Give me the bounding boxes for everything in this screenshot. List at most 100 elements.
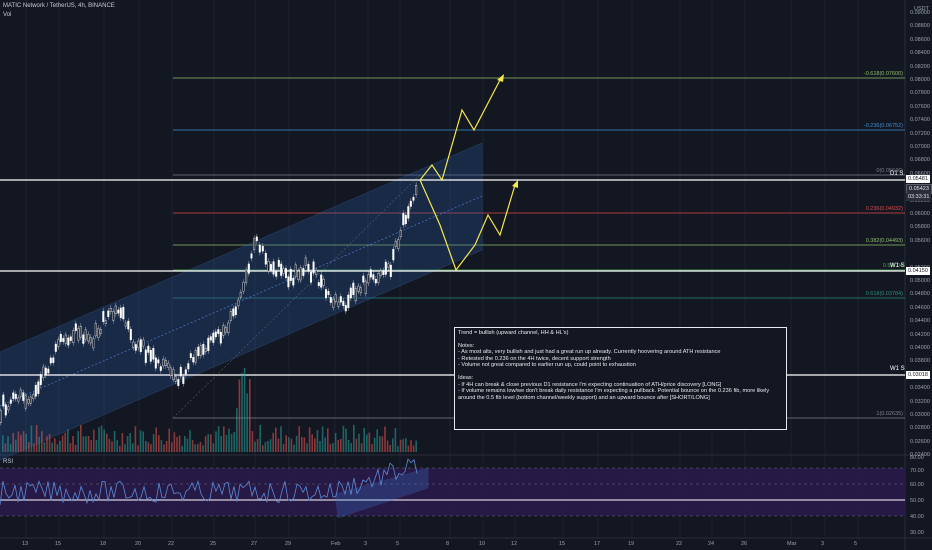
- price-tick-label: 0.07800: [910, 90, 930, 97]
- volume-bar: [33, 443, 35, 452]
- volume-bar: [405, 438, 407, 452]
- candle-body: [122, 306, 125, 320]
- candle-body: [332, 298, 335, 308]
- volume-bar: [311, 434, 313, 452]
- volume-bar: [113, 430, 116, 452]
- candle-body: [367, 274, 370, 284]
- volume-bar: [402, 439, 404, 452]
- candle-body: [49, 357, 52, 364]
- candle-body: [77, 328, 80, 341]
- volume-bar: [4, 443, 7, 452]
- volume-bar: [152, 434, 155, 452]
- price-tick-label: 0.08000: [910, 77, 930, 83]
- time-tick-label: Mar: [787, 541, 797, 547]
- volume-bar: [119, 445, 121, 452]
- candle-body: [94, 323, 97, 337]
- time-tick-label: 3: [821, 541, 825, 547]
- candle-body: [192, 356, 195, 363]
- volume-bar: [236, 408, 238, 452]
- candle-body: [209, 336, 212, 341]
- volume-bar: [332, 443, 334, 452]
- candle-body: [239, 292, 242, 298]
- bottom-level-tag: 0.03018: [906, 371, 930, 379]
- volume-bar: [223, 426, 225, 452]
- candle-body: [222, 325, 225, 336]
- price-tick-label: 0.02400: [910, 452, 930, 459]
- volume-bar: [259, 424, 261, 452]
- fib-level-label: 0.236(0.04932): [865, 206, 903, 212]
- volume-bar: [321, 426, 324, 452]
- candle-body: [277, 259, 280, 267]
- candle-body: [39, 374, 42, 386]
- volume-bar: [147, 442, 150, 452]
- candle-body: [149, 350, 152, 362]
- price-tick-label: 0.04200: [910, 331, 930, 338]
- candle-body: [17, 397, 20, 402]
- volume-bar: [202, 445, 204, 452]
- candle-body: [57, 339, 60, 347]
- candle-body: [202, 344, 205, 355]
- volume-bar: [264, 441, 267, 452]
- volume-bar: [256, 439, 259, 452]
- candle-body: [197, 346, 200, 356]
- volume-bar: [337, 439, 339, 452]
- bullish-projection-path: [419, 79, 501, 182]
- candle-body: [359, 287, 362, 294]
- volume-bar: [106, 433, 108, 452]
- w1-support-label-top: W1 S: [890, 263, 905, 269]
- candle-body: [34, 384, 37, 397]
- candle-body: [157, 359, 160, 364]
- candle-body: [117, 309, 120, 314]
- volume-bar: [61, 435, 64, 452]
- candle-body: [159, 366, 162, 371]
- candle-body: [52, 357, 55, 363]
- volume-bar: [267, 440, 269, 452]
- candle-body: [194, 350, 197, 363]
- candle-body: [384, 261, 387, 275]
- rsi-tick-label: 80.00: [910, 455, 924, 461]
- candle-body: [364, 280, 367, 294]
- volume-bar: [319, 440, 321, 452]
- volume-bar: [145, 440, 147, 452]
- time-tick-label: 12: [511, 541, 518, 547]
- volume-bar: [207, 434, 209, 452]
- rsi-tick-label: 40.00: [910, 514, 924, 520]
- countdown-tag: 03:33:31: [906, 193, 932, 201]
- fib-level-label: 1(0.02635): [876, 411, 903, 417]
- candle-body: [32, 394, 35, 399]
- volume-bar: [366, 434, 368, 452]
- volume-bar: [134, 426, 137, 452]
- rsi-indicator-label[interactable]: RSI: [3, 459, 14, 465]
- bullish-projection-arrowhead: [497, 74, 504, 82]
- volume-bar: [327, 428, 329, 452]
- fib-level-label: 0.382(0.04493): [865, 238, 903, 244]
- candle-body: [69, 336, 72, 341]
- volume-bar: [272, 432, 274, 452]
- candle-body: [214, 331, 217, 338]
- price-tick-label: 0.04000: [910, 345, 930, 351]
- candle-body: [172, 369, 175, 380]
- price-tick-label: 0.05600: [910, 237, 930, 244]
- volume-bar: [176, 437, 178, 452]
- rsi-tick-label: 60.00: [910, 482, 924, 488]
- candle-body: [322, 279, 325, 286]
- volume-bar: [173, 432, 176, 452]
- candle-body: [299, 267, 302, 281]
- volume-bar: [389, 444, 391, 452]
- candle-body: [352, 282, 355, 295]
- volume-bar: [59, 440, 61, 452]
- volume-bar: [25, 433, 27, 452]
- volume-bar: [238, 379, 241, 452]
- volume-bar: [72, 436, 74, 452]
- candle-body: [261, 246, 264, 252]
- candle-body: [379, 270, 382, 276]
- candle-body: [362, 275, 365, 283]
- candle-body: [177, 379, 180, 386]
- volume-bar: [163, 444, 165, 452]
- volume-bar: [282, 444, 285, 452]
- volume-indicator-label[interactable]: Vol: [3, 12, 12, 18]
- candle-body: [129, 328, 132, 341]
- w1-support-label-bottom: W1 S: [890, 366, 905, 372]
- volume-bar: [2, 435, 4, 452]
